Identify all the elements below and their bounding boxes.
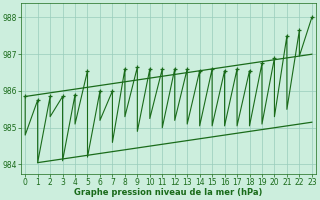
X-axis label: Graphe pression niveau de la mer (hPa): Graphe pression niveau de la mer (hPa) — [74, 188, 263, 197]
